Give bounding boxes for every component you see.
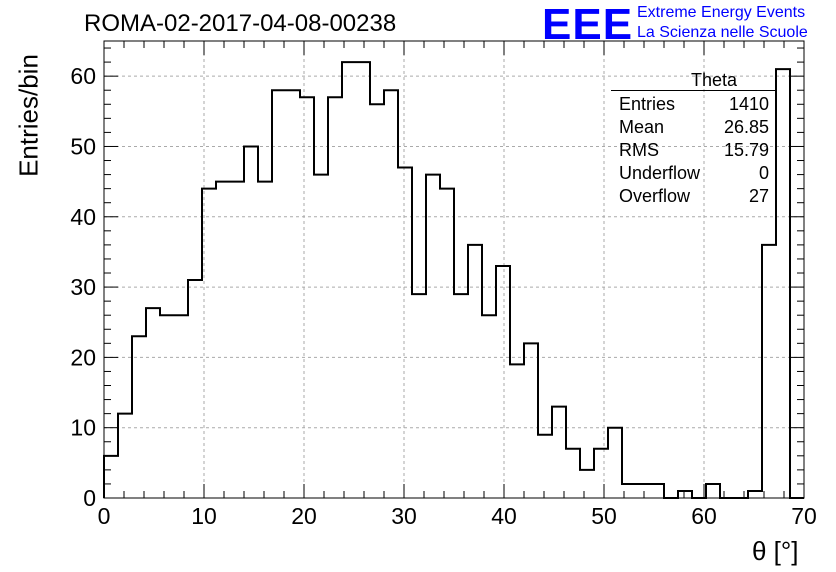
y-tick-label: 20	[70, 344, 96, 370]
histogram-bar	[566, 449, 580, 498]
stats-title: Theta	[690, 70, 738, 90]
histogram-bar	[286, 90, 300, 498]
y-tick-label: 50	[70, 133, 96, 159]
stats-row-mean: Mean 26.85	[611, 116, 777, 139]
histogram-bar	[650, 484, 664, 498]
histogram-bar	[118, 414, 132, 498]
histogram-bar	[258, 182, 272, 498]
stats-row-overflow: Overflow 27	[611, 185, 777, 208]
histogram-bar	[538, 435, 552, 498]
histogram-bar	[216, 182, 230, 498]
histogram-bar	[468, 245, 482, 498]
x-tick-label: 20	[291, 503, 317, 529]
grid-lines	[104, 41, 804, 498]
histogram-bar	[132, 336, 146, 498]
stats-label: RMS	[619, 140, 659, 160]
stats-value: 15.79	[723, 140, 769, 160]
histogram-bar	[356, 62, 370, 498]
y-tick-label: 0	[83, 485, 96, 511]
stats-row-underflow: Underflow 0	[611, 162, 777, 185]
histogram-outline	[103, 61, 804, 499]
stats-divider	[611, 90, 777, 91]
histogram-bar	[188, 280, 202, 498]
histogram-bar	[762, 245, 776, 498]
stats-value: 0	[758, 163, 769, 183]
stats-row-rms: RMS 15.79	[611, 139, 777, 162]
x-tick-label: 60	[691, 503, 717, 529]
histogram-bar	[482, 315, 496, 498]
stats-label: Entries	[619, 94, 676, 114]
histogram-bars	[103, 61, 804, 499]
axes: 0 10 20 30 40 50 60 70 0 10 20 30 40 50 60	[70, 40, 817, 529]
x-tick-label: 50	[591, 503, 617, 529]
histogram-bar	[244, 146, 258, 498]
stats-label: Mean	[619, 117, 665, 137]
histogram-bar	[370, 104, 384, 498]
histogram-bar	[580, 470, 594, 498]
histogram-bar	[300, 97, 314, 498]
x-tick-label: 0	[98, 503, 111, 529]
eee-logo: EEE	[542, 0, 634, 49]
histogram-bar	[524, 343, 538, 498]
histogram-bar	[706, 484, 720, 498]
histogram-bar	[426, 175, 440, 498]
stats-label: Underflow	[619, 163, 701, 183]
histogram-bar	[552, 407, 566, 498]
histogram-bar	[104, 456, 118, 498]
histogram-bar	[328, 97, 342, 498]
histogram-bar	[174, 315, 188, 498]
y-tick-label: 10	[70, 415, 96, 441]
y-tick-label: 60	[70, 63, 96, 89]
histogram-bar	[748, 491, 762, 498]
histogram-bar	[342, 62, 356, 498]
x-tick-label: 10	[191, 503, 217, 529]
histogram-bar	[678, 491, 692, 498]
plot-frame	[103, 40, 805, 499]
histogram-bar	[314, 175, 328, 498]
histogram-bar	[230, 182, 244, 498]
histogram-bar	[636, 484, 650, 498]
histogram-bar	[146, 308, 160, 498]
logo-text-line1: Extreme Energy Events	[637, 4, 806, 21]
y-axis-label: Entries/bin	[13, 54, 44, 177]
stats-row-entries: Entries 1410	[611, 93, 777, 116]
histogram-bar	[776, 69, 790, 498]
histogram-bar	[608, 428, 622, 498]
x-tick-label: 70	[791, 503, 817, 529]
stats-value: 26.85	[723, 117, 769, 137]
histogram-bar	[384, 90, 398, 498]
logo-text-line2: La Scienza nelle Scuole	[637, 24, 808, 41]
x-axis-label: θ [°]	[752, 536, 799, 566]
x-tick-label: 30	[391, 503, 417, 529]
histogram-bar	[496, 266, 510, 498]
histogram-bar	[440, 189, 454, 498]
stats-value: 27	[748, 186, 769, 206]
stats-box: Theta Entries 1410 Mean 26.85 RMS 15.79 …	[611, 70, 777, 208]
histogram-bar	[510, 364, 524, 498]
y-tick-label: 30	[70, 274, 96, 300]
histogram-bar	[272, 90, 286, 498]
x-tick-label: 40	[491, 503, 517, 529]
stats-value: 1410	[728, 94, 769, 114]
chart-title: ROMA-02-2017-04-08-00238	[84, 10, 397, 37]
histogram-bar	[160, 315, 174, 498]
stats-label: Overflow	[619, 186, 691, 206]
histogram-bar	[594, 449, 608, 498]
histogram-bar	[454, 294, 468, 498]
histogram-bar	[412, 294, 426, 498]
y-tick-label: 40	[70, 204, 96, 230]
